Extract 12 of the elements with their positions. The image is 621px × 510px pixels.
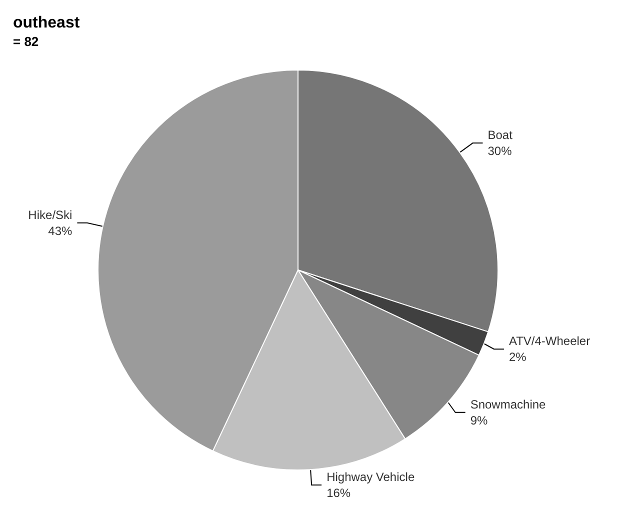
- data-label: 16%: [326, 486, 351, 500]
- data-label: 2%: [508, 350, 527, 364]
- data-label: 9%: [470, 413, 488, 428]
- slice-label: Boat: [488, 128, 514, 142]
- slice-label: Snowmachine: [470, 397, 546, 412]
- data-label: 43%: [48, 224, 73, 238]
- data-label: 30%: [488, 144, 512, 158]
- slice-label: Highway Vehicle: [326, 470, 415, 484]
- chart-title: outheast: [13, 14, 80, 32]
- chart-subtitle: = 82: [13, 34, 39, 49]
- slice-label: Hike/Ski: [28, 208, 72, 222]
- slice-label: ATV/4-Wheeler: [508, 334, 590, 348]
